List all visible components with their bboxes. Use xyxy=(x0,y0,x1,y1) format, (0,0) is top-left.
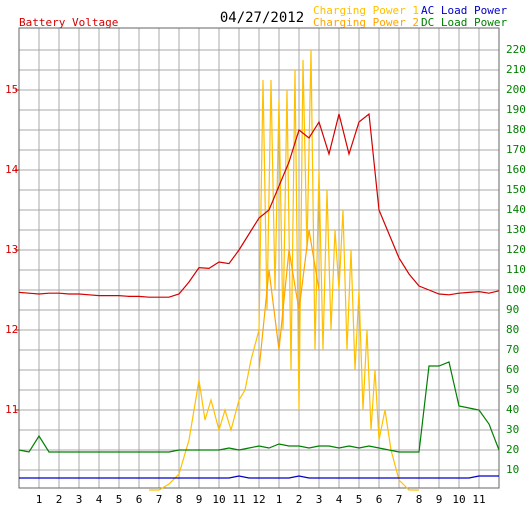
y-tick-label: 12 xyxy=(5,323,18,336)
legend-entry: Charging Power 2 xyxy=(313,16,419,29)
chart-title: 04/27/2012 xyxy=(220,10,304,26)
y2-tick-label: 80 xyxy=(506,323,519,336)
x-tick-label: 3 xyxy=(316,493,323,506)
y2-tick-label: 20 xyxy=(506,443,519,456)
y-tick-label: 14 xyxy=(5,163,19,176)
y2-tick-label: 190 xyxy=(506,103,526,116)
y2-tick-label: 210 xyxy=(506,63,526,76)
x-tick-label: 2 xyxy=(296,493,303,506)
y2-tick-label: 220 xyxy=(506,43,526,56)
x-tick-label: 8 xyxy=(416,493,423,506)
x-tick-label: 5 xyxy=(116,493,123,506)
y2-tick-label: 200 xyxy=(506,83,526,96)
series-line xyxy=(18,361,500,453)
x-tick-label: 6 xyxy=(376,493,383,506)
x-tick-label: 10 xyxy=(452,493,465,506)
x-tick-label: 9 xyxy=(436,493,443,506)
plot-frame xyxy=(18,27,500,489)
x-tick-label: 12 xyxy=(252,493,265,506)
x-tick-label: 8 xyxy=(176,493,183,506)
x-tick-label: 7 xyxy=(396,493,403,506)
y2-tick-label: 130 xyxy=(506,223,526,236)
series-line xyxy=(19,475,499,479)
series-line xyxy=(149,49,419,491)
x-tick-label: 11 xyxy=(232,493,245,506)
legend-entry: Charging Power 1 xyxy=(313,4,419,17)
y2-tick-label: 60 xyxy=(506,363,519,376)
y2-tick-label: 170 xyxy=(506,143,526,156)
x-tick-label: 4 xyxy=(96,493,103,506)
x-tick-label: 9 xyxy=(196,493,203,506)
y2-tick-label: 90 xyxy=(506,303,519,316)
series-line xyxy=(18,112,500,298)
y-tick-label: 15 xyxy=(5,83,18,96)
y-tick-label: 11 xyxy=(5,403,18,416)
y-axis-title: Battery Voltage xyxy=(19,16,118,29)
x-tick-label: 2 xyxy=(56,493,63,506)
x-tick-label: 7 xyxy=(156,493,163,506)
y2-tick-label: 140 xyxy=(506,203,526,216)
x-tick-label: 10 xyxy=(212,493,225,506)
y2-tick-label: 30 xyxy=(506,423,519,436)
y2-tick-label: 40 xyxy=(506,403,519,416)
x-tick-label: 11 xyxy=(472,493,485,506)
x-tick-label: 4 xyxy=(336,493,343,506)
y2-tick-label: 10 xyxy=(506,463,519,476)
y2-tick-label: 180 xyxy=(506,123,526,136)
x-tick-label: 5 xyxy=(356,493,363,506)
y2-tick-label: 100 xyxy=(506,283,526,296)
series-line xyxy=(258,229,320,371)
y2-tick-label: 150 xyxy=(506,183,526,196)
y2-tick-label: 70 xyxy=(506,343,519,356)
y2-tick-label: 50 xyxy=(506,383,519,396)
y-tick-label: 13 xyxy=(5,243,18,256)
x-tick-label: 1 xyxy=(36,493,43,506)
x-tick-label: 3 xyxy=(76,493,83,506)
y2-tick-label: 120 xyxy=(506,243,526,256)
x-tick-label: 6 xyxy=(136,493,143,506)
legend-entry: AC Load Power xyxy=(421,4,507,17)
y2-tick-label: 160 xyxy=(506,163,526,176)
x-tick-label: 1 xyxy=(276,493,283,506)
y2-tick-label: 110 xyxy=(506,263,526,276)
legend-entry: DC Load Power xyxy=(421,16,507,29)
